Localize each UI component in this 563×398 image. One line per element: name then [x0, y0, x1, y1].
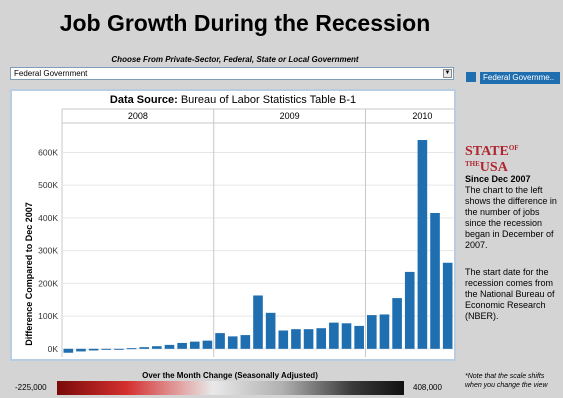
- bar: [63, 348, 74, 353]
- logo-state: STATE: [465, 144, 509, 159]
- bar: [265, 312, 276, 349]
- year-header: 2008: [128, 111, 148, 121]
- bar: [253, 295, 263, 349]
- y-tick-label: 200K: [38, 278, 58, 288]
- bar: [202, 340, 213, 349]
- y-tick-label: 100K: [38, 311, 58, 321]
- bar: [240, 335, 251, 349]
- data-source-text: Bureau of Labor Statistics Table B-1: [180, 94, 357, 106]
- bar: [291, 329, 301, 349]
- color-scale-title: Over the Month Change (Seasonally Adjust…: [142, 371, 318, 380]
- year-header: 2009: [280, 111, 300, 121]
- color-scale-min: -225,000: [15, 383, 47, 392]
- bar: [164, 344, 175, 349]
- bar: [101, 348, 112, 350]
- bar: [392, 298, 402, 349]
- bar: [354, 325, 364, 349]
- y-tick-label: 300K: [38, 246, 58, 256]
- bar: [329, 322, 339, 349]
- sidebar-paragraph-1: The chart to the left shows the differen…: [465, 185, 557, 250]
- bar-chart: 0K 100K 200K 300K 400K 500K 600K 2008 2009 2010: [38, 108, 454, 357]
- data-source: Data Source: Bureau of Labor Statistics …: [12, 94, 454, 106]
- color-scale-max: 408,000: [413, 383, 442, 392]
- color-scale-bar: [57, 381, 404, 395]
- year-header: 2010: [412, 111, 432, 121]
- bar: [278, 330, 289, 349]
- filter-prompt: Choose From Private-Sector, Federal, Sta…: [111, 55, 359, 64]
- y-tick-label: 0K: [48, 344, 59, 354]
- bar: [442, 262, 453, 349]
- logo-of-the: OF THE: [465, 144, 519, 168]
- bar: [404, 271, 415, 349]
- logo-usa: USA: [479, 160, 508, 175]
- bar: [126, 348, 137, 350]
- bar: [430, 213, 440, 349]
- bar: [227, 336, 238, 349]
- government-type-select[interactable]: Federal Government ▼: [10, 67, 454, 80]
- bar: [341, 323, 352, 349]
- bar: [114, 348, 124, 350]
- y-axis-label: Difference Compared to Dec 2007: [24, 202, 34, 346]
- page-title: Job Growth During the Recession: [59, 10, 431, 36]
- bar: [88, 348, 99, 351]
- bar: [152, 346, 162, 349]
- chart-panel: Data Source: Bureau of Labor Statistics …: [10, 89, 456, 361]
- chevron-down-icon[interactable]: ▼: [443, 69, 452, 78]
- y-tick-label: 400K: [38, 213, 58, 223]
- bar: [139, 347, 149, 349]
- bar: [177, 342, 187, 349]
- bar: [367, 315, 377, 349]
- bar: [76, 348, 86, 352]
- bar: [417, 140, 428, 349]
- bar: [303, 329, 314, 349]
- selected-value: Federal Government: [14, 69, 88, 78]
- bar: [215, 333, 225, 349]
- legend-swatch[interactable]: [466, 72, 476, 82]
- data-source-label: Data Source:: [109, 94, 178, 106]
- y-tick-label: 600K: [38, 147, 58, 157]
- state-of-the-usa-logo: STATEOF THEUSA: [465, 144, 560, 176]
- bar: [379, 314, 390, 349]
- sidebar-heading: Since Dec 2007: [465, 174, 531, 184]
- y-tick-label: 500K: [38, 180, 58, 190]
- bar: [189, 341, 200, 349]
- scale-note: *Note that the scale shifts when you cha…: [465, 373, 548, 389]
- bar: [316, 328, 327, 349]
- sidebar-paragraph-2: The start date for the recession comes f…: [465, 267, 555, 321]
- legend-item-label[interactable]: Federal Governme..: [480, 72, 560, 84]
